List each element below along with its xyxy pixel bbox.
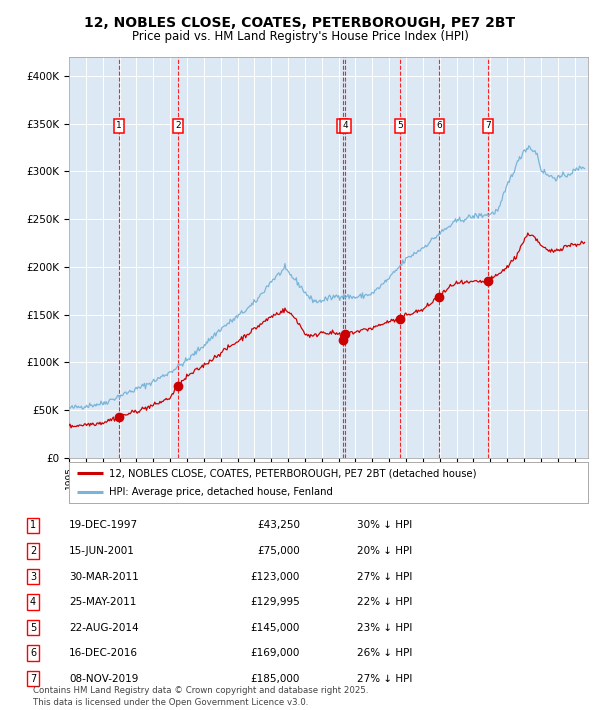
Text: 6: 6 [436,121,442,130]
Text: 30-MAR-2011: 30-MAR-2011 [69,572,139,581]
Text: £185,000: £185,000 [251,674,300,684]
Text: 1: 1 [116,121,122,130]
Text: 3: 3 [30,572,36,581]
Text: 22-AUG-2014: 22-AUG-2014 [69,623,139,633]
Text: 4: 4 [343,121,348,130]
Text: 19-DEC-1997: 19-DEC-1997 [69,520,138,530]
Text: 26% ↓ HPI: 26% ↓ HPI [357,648,412,658]
Text: Price paid vs. HM Land Registry's House Price Index (HPI): Price paid vs. HM Land Registry's House … [131,30,469,43]
Text: 6: 6 [30,648,36,658]
Text: £129,995: £129,995 [250,597,300,607]
Text: 4: 4 [30,597,36,607]
Text: 12, NOBLES CLOSE, COATES, PETERBOROUGH, PE7 2BT: 12, NOBLES CLOSE, COATES, PETERBOROUGH, … [85,16,515,30]
Text: £169,000: £169,000 [251,648,300,658]
Text: 15-JUN-2001: 15-JUN-2001 [69,546,135,556]
Text: 08-NOV-2019: 08-NOV-2019 [69,674,139,684]
Text: 3: 3 [340,121,346,130]
Text: 27% ↓ HPI: 27% ↓ HPI [357,572,412,581]
Text: 7: 7 [485,121,491,130]
Text: 20% ↓ HPI: 20% ↓ HPI [357,546,412,556]
Text: 7: 7 [30,674,36,684]
Text: 22% ↓ HPI: 22% ↓ HPI [357,597,412,607]
Text: 16-DEC-2016: 16-DEC-2016 [69,648,138,658]
Text: 2: 2 [30,546,36,556]
Text: Contains HM Land Registry data © Crown copyright and database right 2025.
This d: Contains HM Land Registry data © Crown c… [33,687,368,707]
Text: 25-MAY-2011: 25-MAY-2011 [69,597,136,607]
Text: 30% ↓ HPI: 30% ↓ HPI [357,520,412,530]
Text: 23% ↓ HPI: 23% ↓ HPI [357,623,412,633]
Text: 5: 5 [30,623,36,633]
Text: 2: 2 [175,121,181,130]
Text: £75,000: £75,000 [257,546,300,556]
Text: £43,250: £43,250 [257,520,300,530]
Text: 27% ↓ HPI: 27% ↓ HPI [357,674,412,684]
Text: HPI: Average price, detached house, Fenland: HPI: Average price, detached house, Fenl… [109,487,334,498]
Text: 12, NOBLES CLOSE, COATES, PETERBOROUGH, PE7 2BT (detached house): 12, NOBLES CLOSE, COATES, PETERBOROUGH, … [109,468,477,478]
Text: 5: 5 [397,121,403,130]
Text: 1: 1 [30,520,36,530]
Text: £145,000: £145,000 [251,623,300,633]
Text: £123,000: £123,000 [251,572,300,581]
